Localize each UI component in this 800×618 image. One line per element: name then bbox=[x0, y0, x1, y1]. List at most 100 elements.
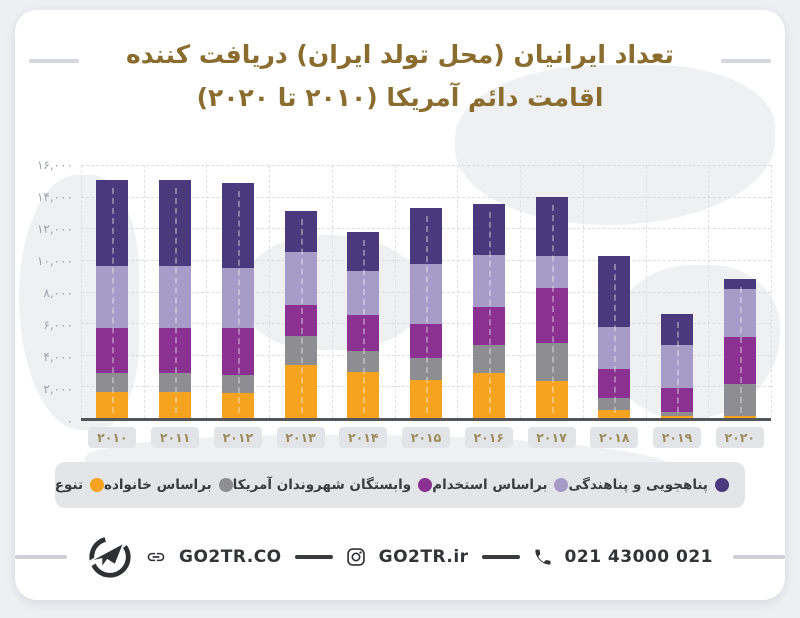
bar-segment bbox=[410, 358, 443, 381]
year-badge: ۲۰۱۲ bbox=[213, 427, 262, 448]
stacked-bar-2012 bbox=[221, 182, 254, 418]
bar-segment bbox=[535, 342, 568, 382]
bar-segment bbox=[598, 326, 631, 370]
chart-title-block: تعداد ایرانیان (محل تولد ایران) دریافت ک… bbox=[15, 10, 785, 119]
y-tick-label: ۱۰,۰۰۰ bbox=[36, 254, 73, 268]
footer-decoration-dash bbox=[733, 555, 785, 559]
legend-label: پناهجویی و پناهندگی bbox=[568, 477, 708, 493]
legend-item: براساس استخدام bbox=[432, 477, 569, 493]
bar-segment bbox=[723, 416, 756, 418]
bar-segment bbox=[284, 252, 317, 306]
bar-segment bbox=[472, 345, 505, 374]
bar-column bbox=[708, 165, 771, 418]
bar-column bbox=[583, 165, 646, 418]
legend-item: تنوع bbox=[55, 477, 105, 493]
bar-segment bbox=[723, 289, 756, 338]
legend-item: وابستگان شهروندان آمریکا bbox=[233, 477, 433, 493]
legend-label: براساس خانواده bbox=[104, 477, 212, 493]
stacked-bar-2019 bbox=[660, 314, 693, 418]
bar-segment bbox=[598, 410, 631, 418]
bar-center-dash bbox=[551, 205, 554, 413]
bar-segment bbox=[410, 380, 443, 418]
bar-segment bbox=[723, 384, 756, 417]
legend-color-dot bbox=[554, 478, 569, 492]
bar-segment bbox=[284, 336, 317, 366]
bar-center-dash bbox=[112, 187, 115, 413]
bar-column bbox=[81, 165, 144, 418]
map-watermark bbox=[455, 65, 775, 225]
bar-center-dash bbox=[237, 190, 240, 413]
bar-segment bbox=[535, 256, 568, 289]
bar-segment bbox=[410, 323, 443, 359]
bar-segment bbox=[221, 267, 254, 329]
legend-color-dot bbox=[90, 478, 105, 492]
bar-segment bbox=[347, 232, 380, 271]
bar-segment bbox=[472, 203, 505, 255]
legend-color-dot bbox=[218, 478, 233, 492]
legend-item: پناهجویی و پناهندگی bbox=[568, 477, 729, 493]
bar-segment bbox=[660, 388, 693, 412]
bar-segment bbox=[472, 306, 505, 346]
year-badge: ۲۰۱۰ bbox=[88, 427, 137, 448]
legend-color-dot bbox=[418, 478, 433, 492]
bar-column bbox=[144, 165, 207, 418]
bar-segment bbox=[660, 345, 693, 389]
phone-number[interactable]: 021 43000 021 bbox=[564, 547, 713, 567]
bar-segment bbox=[535, 197, 568, 257]
bar-segment bbox=[598, 369, 631, 398]
bar-center-dash bbox=[363, 240, 366, 413]
year-badge: ۲۰۱۸ bbox=[590, 427, 639, 448]
instagram-icon bbox=[346, 547, 366, 567]
stacked-bar-chart: ۱۶,۰۰۰ ۱۴,۰۰۰ ۱۲,۰۰۰ ۱۰,۰۰۰ ۸,۰۰۰ ۶,۰۰۰ ۴,۰۰۰ ۲… bbox=[25, 158, 772, 448]
y-axis: ۱۶,۰۰۰ ۱۴,۰۰۰ ۱۲,۰۰۰ ۱۰,۰۰۰ ۸,۰۰۰ ۶,۰۰۰ ۴,۰۰۰ ۲… bbox=[25, 158, 81, 428]
chart-legend: پناهجویی و پناهندگی براساس استخدام وابستگا… bbox=[55, 462, 745, 508]
bar-segment bbox=[159, 327, 192, 374]
year-badge: ۲۰۱۱ bbox=[151, 427, 200, 448]
stacked-bar-2018 bbox=[598, 255, 631, 418]
infographic-card: تعداد ایرانیان (محل تولد ایران) دریافت ک… bbox=[15, 10, 785, 600]
bar-center-dash bbox=[488, 211, 491, 413]
website-link[interactable]: GO2TR.CO bbox=[179, 547, 282, 567]
stacked-bar-2011 bbox=[159, 179, 192, 418]
bar-segment bbox=[221, 374, 254, 394]
gridline-horizontal bbox=[81, 165, 771, 166]
y-tick-label: ۱۲,۰۰۰ bbox=[36, 222, 73, 236]
y-tick-label: ۲,۰۰۰ bbox=[43, 382, 73, 396]
year-badge: ۲۰۱۶ bbox=[464, 427, 513, 448]
y-tick-label: ۴,۰۰۰ bbox=[43, 350, 73, 364]
legend-label: براساس استخدام bbox=[432, 477, 548, 493]
bar-column bbox=[269, 165, 332, 418]
bar-center-dash bbox=[614, 263, 617, 413]
bar-segment bbox=[96, 179, 129, 267]
legend-color-dot bbox=[715, 478, 729, 492]
year-badge: ۲۰۱۳ bbox=[276, 427, 325, 448]
x-tick: ۲۰۱۳ bbox=[269, 427, 332, 448]
legend-item: براساس خانواده bbox=[104, 477, 233, 493]
footer-decoration-dash bbox=[15, 555, 67, 559]
stacked-bar-2014 bbox=[347, 232, 380, 418]
instagram-handle[interactable]: GO2TR.ir bbox=[378, 547, 469, 567]
stacked-bar-2020 bbox=[723, 278, 756, 418]
bar-segment bbox=[535, 381, 568, 418]
y-tick-label: ۶,۰۰۰ bbox=[43, 318, 73, 332]
plot-area bbox=[81, 165, 772, 421]
bar-segment bbox=[96, 328, 129, 374]
bar-segment bbox=[159, 373, 192, 393]
x-tick: ۲۰۱۲ bbox=[206, 427, 269, 448]
bar-column bbox=[206, 165, 269, 418]
chart-title-line1: تعداد ایرانیان (محل تولد ایران) دریافت ک… bbox=[126, 40, 674, 69]
bar-segment bbox=[535, 288, 568, 343]
stacked-bar-2017 bbox=[535, 197, 568, 418]
bar-segment bbox=[598, 255, 631, 327]
footer-separator-dash bbox=[481, 555, 520, 559]
phone-icon bbox=[533, 548, 552, 567]
bar-center-dash bbox=[426, 215, 429, 413]
bar-column bbox=[395, 165, 458, 418]
bar-segment bbox=[347, 270, 380, 315]
bar-segment bbox=[347, 350, 380, 373]
x-tick: ۲۰۱۵ bbox=[395, 427, 458, 448]
bar-segment bbox=[410, 207, 443, 265]
stacked-bar-2016 bbox=[472, 203, 505, 418]
bar-segment bbox=[284, 305, 317, 337]
bar-segment bbox=[284, 365, 317, 418]
